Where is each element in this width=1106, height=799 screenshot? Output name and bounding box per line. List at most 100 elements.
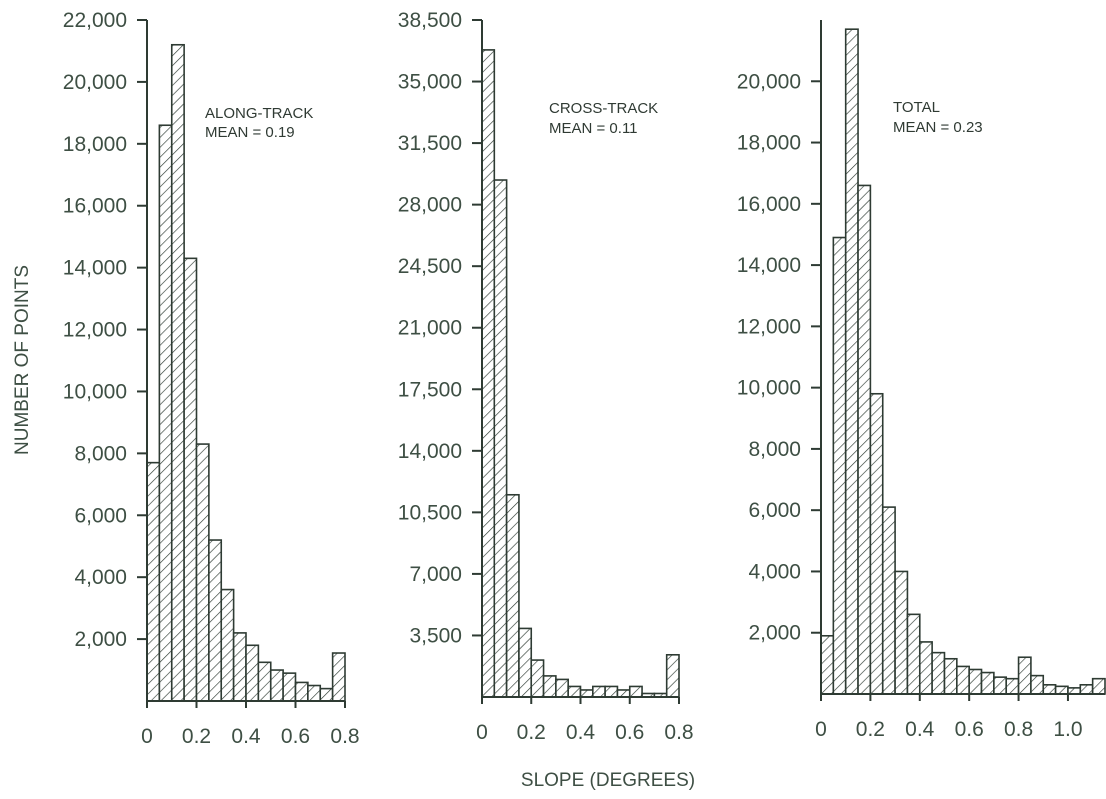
- x-tick-label: 0: [476, 721, 488, 744]
- panel-along-track: ALONG-TRACK MEAN = 0.19 2,000 4,000 6,000 8…: [63, 9, 360, 748]
- histogram-bar: [1054, 685, 1069, 695]
- histogram-bar: [195, 443, 210, 702]
- histogram-bar: [493, 179, 508, 698]
- y-tick-label: 21,000: [398, 317, 462, 340]
- histogram-bar: [956, 665, 970, 695]
- histogram-bar: [518, 627, 533, 698]
- y-tick-label: 16,000: [737, 193, 801, 216]
- histogram-bar: [857, 184, 872, 695]
- histogram-bar: [628, 685, 643, 698]
- x-tick-label: 0: [141, 725, 153, 748]
- y-tick-label: 14,000: [398, 440, 462, 463]
- x-tick-label: 0.8: [1004, 718, 1033, 741]
- histogram-bar: [505, 493, 520, 698]
- histogram-bar: [319, 687, 334, 702]
- x-tick-label: 1.0: [1053, 718, 1082, 741]
- histogram-bar: [980, 671, 995, 695]
- histogram-bar: [869, 392, 884, 695]
- histogram-bar: [220, 588, 235, 702]
- annotation-title: CROSS-TRACK: [549, 100, 658, 117]
- y-tick-label: 8,000: [748, 438, 801, 461]
- y-tick-label: 18,000: [737, 132, 801, 155]
- y-tick-label: 7,000: [409, 563, 462, 586]
- y-tick-label: 4,000: [748, 560, 801, 583]
- y-tick-label: 12,000: [63, 319, 127, 342]
- y-tick-label: 20,000: [63, 71, 127, 94]
- y-tick-label: 8,000: [74, 442, 127, 465]
- y-tick-label: 12,000: [737, 315, 801, 338]
- y-tick-label: 18,000: [63, 133, 127, 156]
- histogram-bar: [820, 634, 835, 695]
- histogram-bar: [906, 613, 921, 695]
- annotation-title: TOTAL: [893, 99, 940, 116]
- x-tick-label: 0.2: [517, 721, 546, 744]
- y-tick-label: 10,000: [737, 377, 801, 400]
- x-axis-label: SLOPE (DEGREES): [521, 770, 695, 791]
- histogram-bar: [1017, 656, 1032, 695]
- y-tick-label: 38,500: [398, 9, 462, 32]
- histogram-bar: [170, 43, 185, 702]
- x-tick-label: 0.4: [905, 718, 935, 741]
- x-tick-label: 0.6: [281, 725, 310, 748]
- histogram-bar: [208, 539, 223, 702]
- histogram-bar: [1079, 684, 1094, 695]
- histogram-bar: [146, 461, 161, 702]
- y-tick-label: 14,000: [737, 254, 801, 277]
- histogram-bar: [331, 652, 346, 702]
- histogram-bar: [294, 681, 309, 702]
- histogram-bar: [542, 675, 557, 698]
- y-tick-label: 4,000: [74, 566, 127, 589]
- histogram-bar: [183, 257, 198, 702]
- histogram-bar: [567, 685, 582, 698]
- x-tick-label: 0.8: [330, 725, 359, 748]
- y-tick-label: 6,000: [748, 499, 801, 522]
- y-tick-label: 24,500: [398, 255, 462, 278]
- histogram-bar: [894, 570, 909, 695]
- y-tick-label: 16,000: [63, 195, 127, 218]
- x-tick-label: 0.6: [955, 718, 984, 741]
- histogram-bar: [245, 644, 260, 702]
- histogram-bar: [257, 661, 272, 702]
- histogram-bar: [844, 28, 859, 695]
- histogram-bar: [918, 641, 933, 695]
- y-tick-label: 35,000: [398, 71, 462, 94]
- y-tick-label: 31,500: [398, 132, 462, 155]
- histogram-bar: [1005, 677, 1020, 695]
- y-tick-label: 6,000: [74, 504, 127, 527]
- x-tick-label: 0.2: [182, 725, 211, 748]
- histogram-bar: [555, 678, 569, 698]
- x-tick-label: 0: [815, 718, 827, 741]
- histogram-bar: [158, 124, 173, 702]
- y-tick-label: 22,000: [63, 9, 127, 32]
- y-tick-label: 3,500: [409, 624, 462, 647]
- histogram-bar: [592, 685, 606, 698]
- histogram-bar: [579, 689, 594, 698]
- histogram-bar: [1042, 684, 1057, 695]
- y-tick-label: 28,000: [398, 194, 462, 217]
- y-tick-label: 17,500: [398, 378, 462, 401]
- annotation-mean: MEAN = 0.11: [549, 120, 638, 137]
- panel-cross-track: CROSS-TRACK MEAN = 0.11 3,500 7,000 10,500…: [398, 9, 694, 744]
- histogram-bar: [282, 672, 297, 702]
- histogram-bar: [269, 669, 284, 702]
- y-axis-label: NUMBER OF POINTS: [12, 265, 33, 455]
- y-tick-label: 2,000: [748, 622, 801, 645]
- annotation-mean: MEAN = 0.23: [893, 119, 983, 136]
- histogram-bar: [232, 632, 247, 702]
- histogram-bar: [881, 506, 896, 695]
- histogram-bar: [968, 668, 983, 695]
- histogram-bar: [481, 49, 496, 698]
- histogram-bar: [943, 657, 958, 695]
- panel-total: TOTAL MEAN = 0.23 2,000 4,000 6,000 8,000 10…: [737, 20, 1106, 741]
- histogram-bar: [993, 676, 1008, 695]
- annotation-title: ALONG-TRACK: [205, 105, 313, 122]
- x-tick-label: 0.4: [566, 721, 596, 744]
- y-tick-label: 14,000: [63, 257, 127, 280]
- histogram-bar: [665, 653, 680, 698]
- x-tick-label: 0.6: [615, 721, 644, 744]
- x-tick-label: 0.2: [856, 718, 885, 741]
- histogram-bar: [616, 689, 631, 698]
- histogram-bar: [530, 659, 545, 698]
- histogram-bar: [307, 684, 322, 702]
